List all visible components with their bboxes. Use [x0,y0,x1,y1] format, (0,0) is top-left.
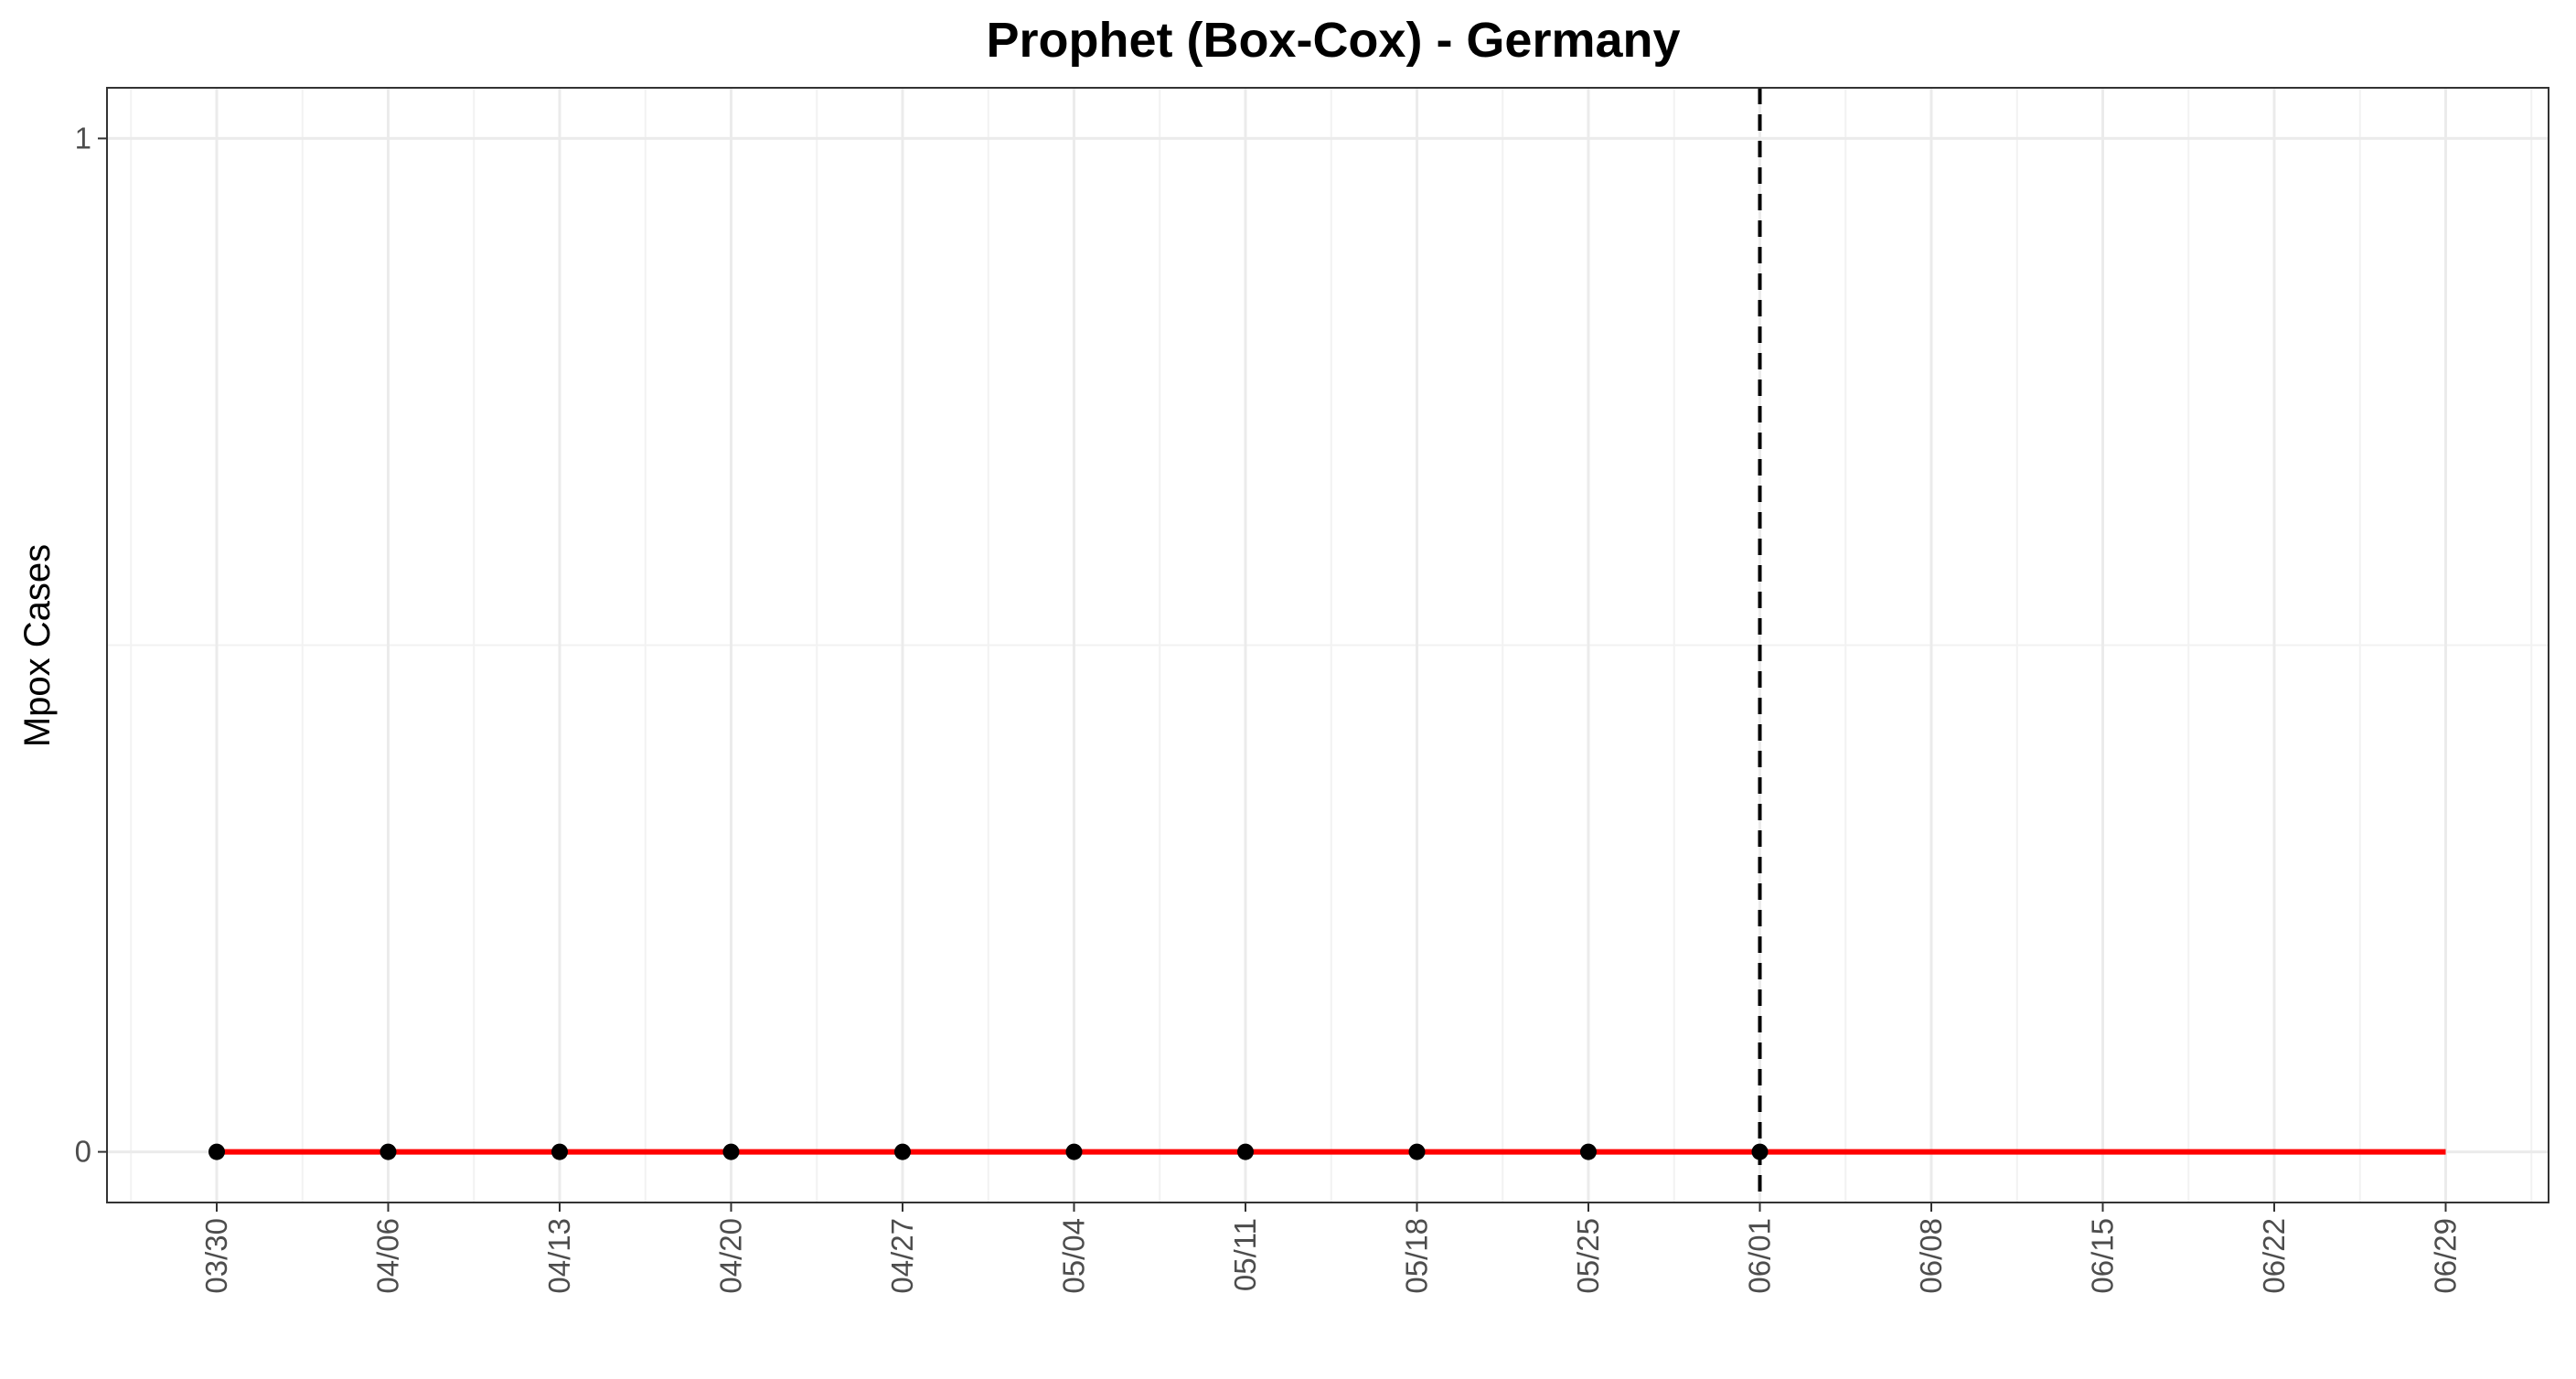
y-axis-label: Mpox Cases [17,544,58,747]
x-tick-label: 05/18 [1400,1218,1434,1294]
x-tick-label: 04/27 [885,1218,919,1294]
observed-point [894,1143,911,1160]
observed-point [1237,1143,1254,1160]
observed-point [722,1143,740,1160]
observed-point [1065,1143,1083,1160]
x-tick-label: 04/20 [714,1218,748,1294]
x-tick-label: 05/04 [1057,1218,1091,1294]
chart-title: Prophet (Box-Cox) - Germany [986,13,1680,68]
x-tick-label: 06/29 [2429,1218,2463,1294]
y-tick-label: 0 [75,1135,91,1169]
x-tick-label: 06/15 [2086,1218,2120,1294]
x-tick-label: 06/22 [2257,1218,2291,1294]
observed-point [1408,1143,1426,1160]
observed-point [1580,1143,1597,1160]
plot-panel-border [106,87,2549,1203]
observed-point [208,1143,225,1160]
x-tick-label: 03/30 [199,1218,233,1294]
x-tick-label: 06/08 [1914,1218,1948,1294]
observed-point [379,1143,397,1160]
x-tick-label: 04/13 [542,1218,576,1294]
observed-point [551,1143,568,1160]
x-tick-label: 04/06 [371,1218,405,1294]
axis-layer: 03/30 04/06 04/13 04/20 04/27 05/04 05/11 05/18… [75,121,2463,1293]
observed-point [1751,1143,1769,1160]
x-tick-label: 05/25 [1571,1218,1605,1294]
x-tick-label: 05/11 [1228,1218,1262,1291]
y-tick-label: 1 [75,121,91,155]
series-layer [208,1143,2446,1160]
x-tick-label: 06/01 [1743,1218,1777,1294]
